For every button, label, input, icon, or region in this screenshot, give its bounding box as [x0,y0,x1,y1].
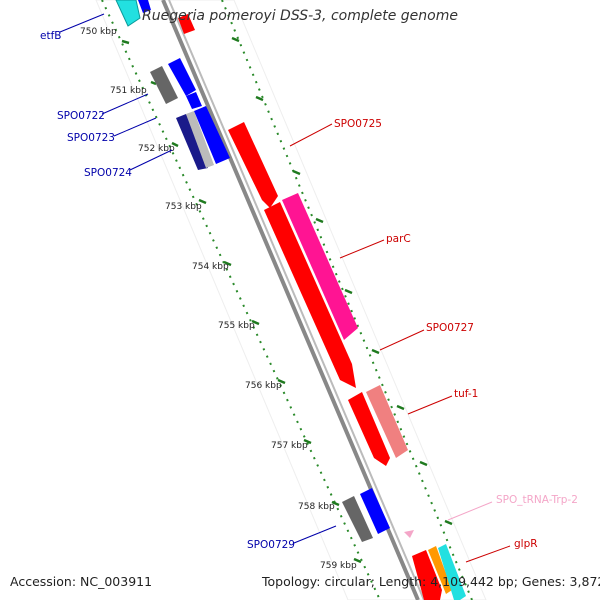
leader-glpR [465,545,511,563]
gene-trna[interactable] [404,530,414,538]
gene-label-trna: SPO_tRNA-Trp-2 [496,494,578,506]
gene-label-glpR: glpR [514,538,538,550]
tick-label-756: 756 kbp [245,381,282,391]
tick-label-759: 759 kbp [320,561,357,571]
gene-SPO0729-blue[interactable] [360,488,390,534]
gene-SPO0725[interactable] [228,122,278,208]
leader-SPO0729 [293,525,337,544]
gene-label-SPO0725: SPO0725 [334,118,382,130]
tick-label-750: 750 kbp [80,27,117,37]
gene-tuf1[interactable] [366,385,408,458]
tick-label-753: 753 kbp [165,202,202,212]
gene-label-SPO0722: SPO0722 [57,110,105,122]
tick-label-752: 752 kbp [138,144,175,154]
leader-SPO0727 [379,329,425,351]
gene-glpR-orange[interactable] [428,546,452,594]
map-title: Ruegeria pomeroyi DSS-3, complete genome [142,8,458,24]
gene-SPO0722-blue[interactable] [168,58,196,96]
leader-SPO0723 [113,117,157,137]
tick-label-754: 754 kbp [192,262,229,272]
leader-etfB [59,13,105,33]
gene-etfB-cyan[interactable] [115,0,141,27]
accession-text: Accession: NC_003911 [10,574,153,589]
leader-tuf1 [407,395,453,415]
gene-SPO0724-blue[interactable] [194,106,230,164]
tick-label-758: 758 kbp [298,502,335,512]
gene-label-SPO0729: SPO0729 [247,539,295,551]
gene-SPO0722-gray[interactable] [150,66,178,104]
gene-label-parC: parC [386,233,411,245]
leader-trna [447,501,493,521]
genome-summary-text: Topology: circular; Length: 4,109,442 bp… [262,574,600,589]
gene-label-SPO0723: SPO0723 [67,132,115,144]
tick-label-751: 751 kbp [110,86,147,96]
tick-label-755: 755 kbp [218,321,255,331]
gene-SPO0724-navy[interactable] [176,114,208,170]
leader-SPO0724 [129,149,173,171]
gene-SPO0729-gray[interactable] [342,496,373,542]
leader-parC [339,239,385,259]
gene-glpR-red[interactable] [412,550,442,600]
gene-etfB-blue[interactable] [138,0,151,13]
tick-marks [121,36,453,564]
tick-label-757: 757 kbp [271,441,308,451]
gene-parC-magenta[interactable] [282,193,358,340]
gene-SPO0727[interactable] [348,392,390,466]
gene-top-red[interactable] [178,14,195,34]
gene-label-SPO0724: SPO0724 [84,167,132,179]
gene-label-tuf1: tuf-1 [454,388,478,400]
gene-label-SPO0727: SPO0727 [426,322,474,334]
gene-glpR-cyan[interactable] [438,544,466,600]
gene-SPO0723-blue-small[interactable] [186,92,202,109]
gene-SPO0724-gray[interactable] [186,111,214,168]
gene-label-etfB: etfB [40,30,61,42]
leader-SPO0725 [289,123,333,147]
backbone-line-inner [168,0,425,601]
leader-SPO0722 [101,93,149,115]
gene-parC-red[interactable] [264,202,356,388]
